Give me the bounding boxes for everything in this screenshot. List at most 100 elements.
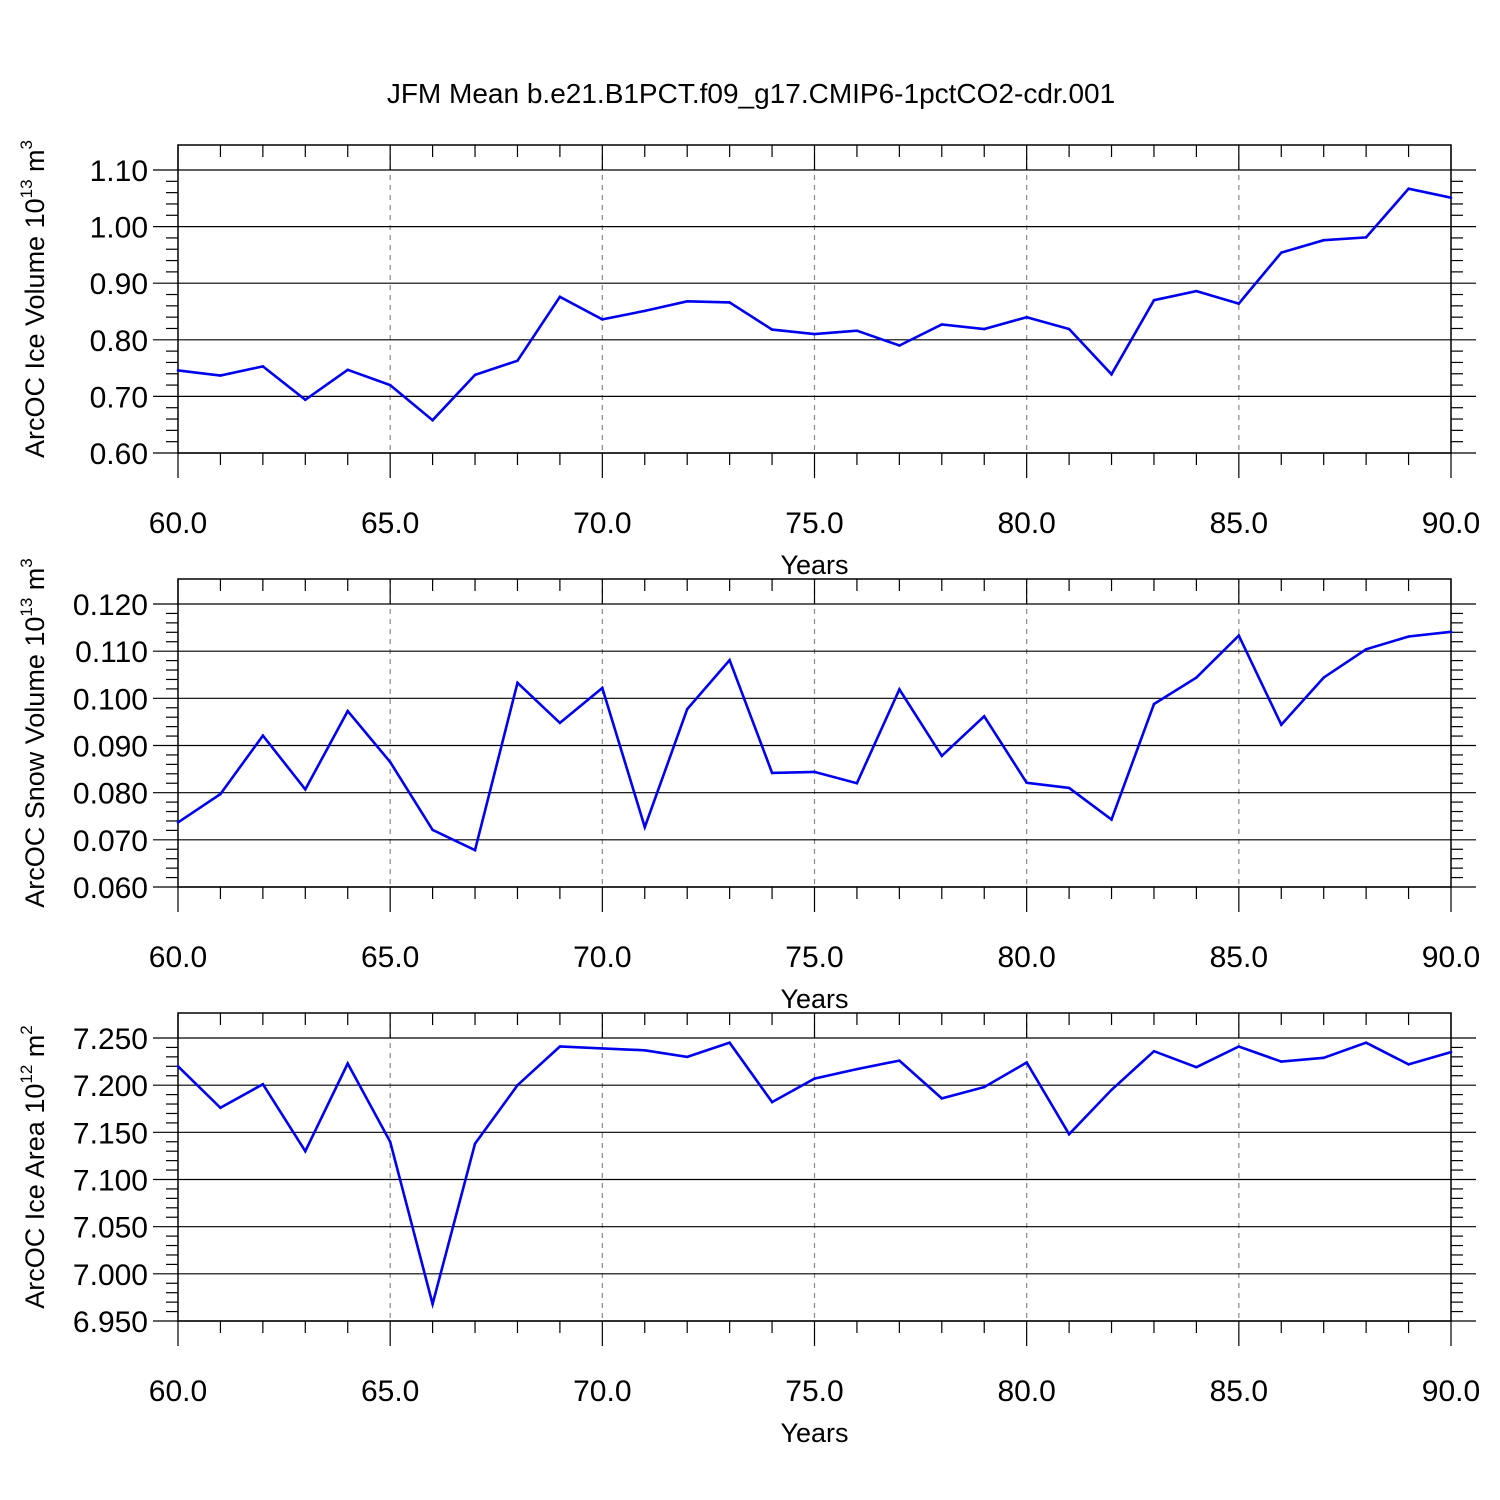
data-point <box>898 1059 901 1062</box>
data-point <box>1067 786 1071 790</box>
panels-container: 60.0 65.0 70.0 75.0 80.0 85.0 90.0 Years 0.60 0.7… <box>17 140 1480 1448</box>
data-point <box>431 418 434 422</box>
x-tick-label: 85.0 <box>1210 507 1268 540</box>
data-point <box>304 788 307 791</box>
x-tick-label: 70.0 <box>573 941 631 974</box>
data-point <box>601 318 604 321</box>
data-point <box>940 754 944 758</box>
chart-title: JFM Mean b.e21.B1PCT.f09_g17.CMIP6-1pctC… <box>387 78 1115 109</box>
data-point <box>1025 1061 1028 1064</box>
data-point <box>1449 630 1453 634</box>
data-point <box>1237 302 1241 305</box>
y-tick-label: 6.950 <box>73 1306 148 1339</box>
data-point <box>1067 327 1071 331</box>
y-axis-title-part: ArcOC Ice Volume 10 <box>20 198 50 458</box>
y-tick-label: 1.10 <box>90 155 148 188</box>
data-point <box>558 295 562 299</box>
x-tick-label: 60.0 <box>149 1375 207 1408</box>
y-axis-title-superscript: 3 <box>17 140 36 149</box>
data-point <box>1237 634 1241 637</box>
y-tick-label: 0.070 <box>73 825 148 858</box>
data-point <box>685 707 689 711</box>
data-point <box>770 771 774 775</box>
data-point <box>388 1140 392 1144</box>
y-tick-label: 0.80 <box>90 325 148 358</box>
x-tick-label: 80.0 <box>997 941 1055 974</box>
data-point <box>1195 289 1198 293</box>
x-tick-label: 75.0 <box>785 1375 843 1408</box>
data-point <box>1025 781 1028 785</box>
data-point <box>1195 676 1198 679</box>
x-axis-title: Years <box>780 550 848 580</box>
y-axis-title-part: m <box>20 568 50 598</box>
data-point <box>855 781 859 785</box>
data-point <box>982 714 986 718</box>
data-point <box>1110 373 1113 376</box>
data-point <box>346 1062 350 1065</box>
data-point <box>176 1065 180 1068</box>
data-point <box>898 344 901 347</box>
data-point <box>1195 1065 1198 1069</box>
data-point <box>516 359 519 363</box>
y-axis-title-superscript: 3 <box>17 558 36 567</box>
y-axis-title-part: ArcOC Ice Area 10 <box>20 1084 50 1309</box>
data-point <box>176 821 180 824</box>
data-point <box>388 383 392 387</box>
data-point <box>388 760 392 764</box>
data-point <box>1110 818 1113 821</box>
data-point <box>1364 1041 1368 1045</box>
x-tick-label: 80.0 <box>997 507 1055 540</box>
data-point <box>770 1100 774 1104</box>
y-axis-title-part: m <box>20 149 50 179</box>
y-axis-title-superscript: 13 <box>17 179 36 198</box>
y-axis-title-part: m <box>20 1035 50 1065</box>
y-tick-label: 7.000 <box>73 1259 148 1292</box>
data-point <box>813 332 816 336</box>
data-point <box>346 709 350 713</box>
y-tick-label: 0.090 <box>73 731 148 764</box>
data-point <box>558 721 562 725</box>
x-tick-label: 65.0 <box>361 941 419 974</box>
data-point <box>982 1085 986 1089</box>
data-point <box>1364 647 1368 651</box>
y-tick-label: 7.250 <box>73 1023 148 1056</box>
data-point <box>1025 315 1028 319</box>
data-point <box>643 825 647 829</box>
data-point <box>1110 1088 1113 1092</box>
y-tick-label: 0.90 <box>90 268 148 301</box>
data-point <box>685 1055 689 1059</box>
data-point <box>473 848 477 852</box>
data-point <box>643 309 647 313</box>
data-point <box>643 1048 647 1052</box>
data-point <box>728 301 731 304</box>
data-point <box>346 368 350 372</box>
y-tick-label: 0.100 <box>73 683 148 716</box>
data-point <box>516 1083 519 1087</box>
data-point <box>473 1142 477 1145</box>
x-tick-label: 70.0 <box>573 507 631 540</box>
x-tick-label: 75.0 <box>785 507 843 540</box>
y-tick-label: 1.00 <box>90 212 148 245</box>
data-point <box>516 681 519 685</box>
y-axis-title-part: ArcOC Snow Volume 10 <box>20 617 50 908</box>
data-point <box>1152 702 1156 706</box>
y-axis-title-superscript: 12 <box>17 1065 36 1084</box>
x-tick-label: 60.0 <box>149 941 207 974</box>
data-point <box>1407 635 1410 638</box>
y-tick-label: 0.110 <box>75 636 148 669</box>
y-axis-title: ArcOC Ice Volume 1013 m3 <box>17 140 50 458</box>
data-point <box>1407 1063 1410 1066</box>
data-point <box>601 686 604 690</box>
data-point <box>855 1067 859 1071</box>
x-tick-label: 80.0 <box>997 1375 1055 1408</box>
panel-2: 60.0 65.0 70.0 75.0 80.0 85.0 90.0 Years 0.060 0.… <box>17 558 1480 1014</box>
data-point <box>304 1149 307 1153</box>
data-point <box>728 658 731 662</box>
data-point <box>855 329 859 333</box>
data-point <box>1152 1049 1156 1053</box>
x-tick-label: 85.0 <box>1210 1375 1268 1408</box>
panel-3: 60.0 65.0 70.0 75.0 80.0 85.0 90.0 Years 6.950 7.… <box>17 1012 1480 1448</box>
x-tick-label: 65.0 <box>361 1375 419 1408</box>
data-point <box>176 369 180 372</box>
